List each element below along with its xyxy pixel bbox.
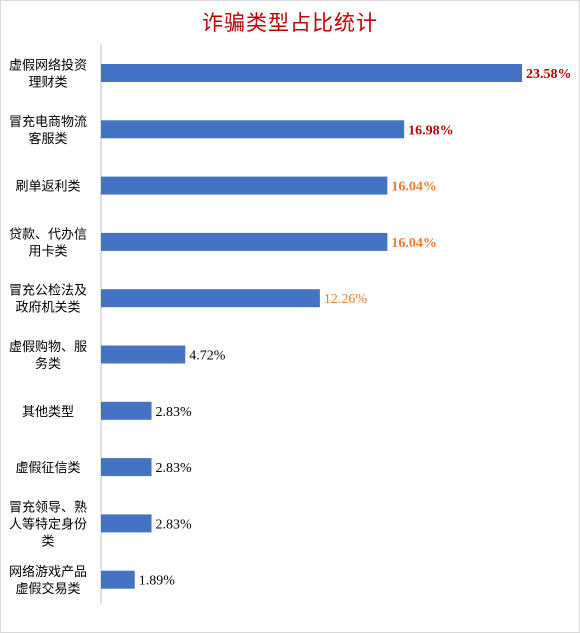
category-label: 冒充公检法及政府机关类: [9, 283, 87, 316]
category-label-line: 刷单返利类: [15, 180, 80, 195]
category-label-line: 人等特定身份: [9, 516, 87, 532]
category-label: 虚假网络投资理财类: [9, 58, 87, 91]
category-label-line: 政府机关类: [15, 301, 80, 316]
bar: [101, 232, 388, 251]
data-label: 23.58%: [526, 67, 572, 82]
category-label-line: 务类: [35, 356, 61, 372]
data-label: 2.83%: [156, 461, 193, 476]
data-label: 1.89%: [139, 574, 176, 589]
category-label-line: 虚假购物、服: [9, 339, 87, 355]
category-label-line: 冒充公检法及: [9, 283, 87, 299]
category-label-line: 冒充电商物流: [9, 114, 87, 130]
bar: [101, 570, 135, 589]
category-label-line: 冒充领导、熟: [9, 499, 87, 515]
category-label-line: 类: [41, 534, 54, 549]
bar: [101, 289, 320, 308]
bar: [101, 176, 388, 195]
data-label: 16.04%: [391, 236, 437, 251]
bar: [101, 120, 405, 139]
bar: [101, 401, 152, 420]
category-label: 冒充领导、熟人等特定身份类: [9, 499, 87, 549]
category-label: 贷款、代办信用卡类: [9, 227, 87, 259]
category-label-line: 贷款、代办信: [9, 227, 87, 242]
bar: [101, 345, 186, 364]
data-label: 2.83%: [156, 517, 193, 532]
category-label: 刷单返利类: [15, 180, 80, 195]
category-label-line: 网络游戏产品: [9, 564, 87, 580]
category-label-line: 虚假交易类: [15, 581, 80, 597]
category-label-line: 其他类型: [22, 405, 74, 420]
bar: [101, 64, 522, 82]
data-label: 16.98%: [408, 123, 454, 138]
category-label: 其他类型: [22, 405, 74, 420]
chart-title: 诈骗类型占比统计: [202, 11, 378, 35]
data-label: 4.72%: [189, 349, 226, 364]
bar: [101, 514, 152, 533]
category-label-line: 理财类: [28, 76, 67, 91]
category-label: 网络游戏产品虚假交易类: [9, 564, 87, 597]
bar: [101, 458, 152, 477]
category-label: 虚假征信类: [15, 461, 80, 476]
category-label-line: 虚假征信类: [15, 461, 80, 476]
category-label-line: 虚假网络投资: [9, 58, 87, 74]
category-label-line: 用卡类: [28, 244, 67, 259]
data-label: 2.83%: [156, 405, 193, 420]
category-label-line: 客服类: [28, 131, 67, 147]
data-label: 12.26%: [324, 292, 368, 307]
category-label: 虚假购物、服务类: [9, 339, 87, 372]
data-label: 16.04%: [391, 180, 437, 195]
category-label: 冒充电商物流客服类: [9, 114, 87, 147]
